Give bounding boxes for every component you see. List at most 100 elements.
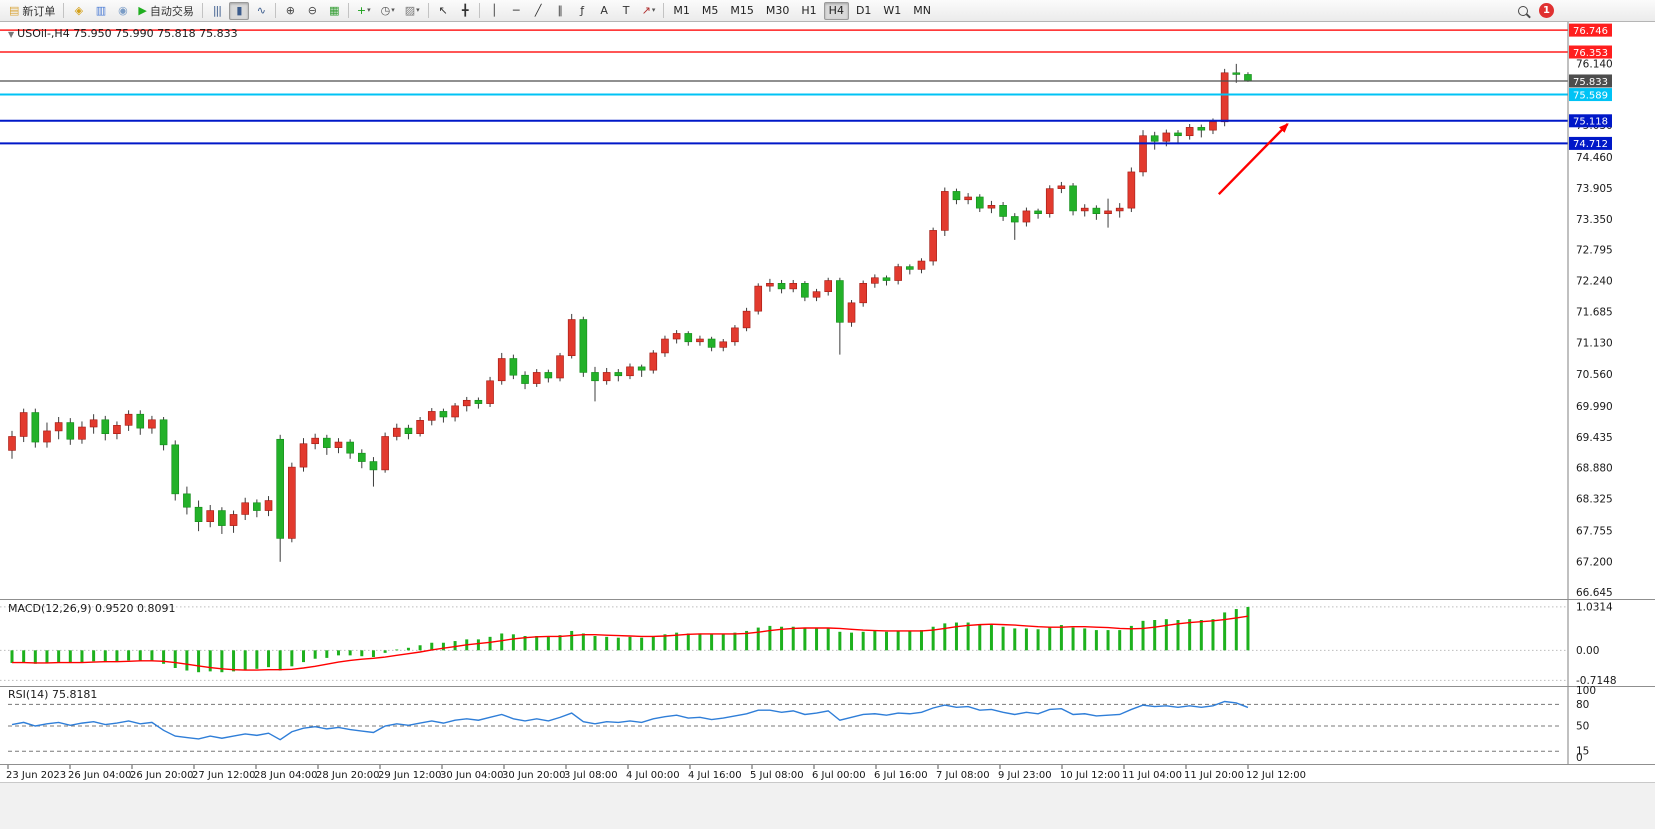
candle-body bbox=[1232, 72, 1241, 75]
zoom-in-button[interactable]: ⊕ bbox=[280, 2, 300, 20]
toolbar: ▤ 新订单 ◈ ▥ ◉ ▶ 自动交易 ||| ▮ ∿ ⊕ ⊖ ▦ + ▾ ◷ ▾ ▨ ▾ ↖ ╋ │ ─ ╱ ∥ ƒ A T ↗ ▾ M1 M… bbox=[0, 0, 1655, 22]
new-order-button[interactable]: ▤ 新订单 bbox=[5, 2, 59, 20]
text-button[interactable]: A bbox=[594, 2, 614, 20]
candle-body bbox=[1034, 210, 1042, 214]
cursor-button[interactable]: ↖ bbox=[433, 2, 453, 20]
clock-icon: ◷ bbox=[380, 4, 391, 17]
time-axis-label: 6 Jul 00:00 bbox=[812, 770, 866, 781]
price-axis-label: 74.460 bbox=[1576, 152, 1613, 164]
dropdown-caret-icon: ▾ bbox=[391, 6, 395, 14]
candle-body bbox=[19, 412, 28, 437]
time-axis-label: 28 Jun 04:00 bbox=[254, 770, 318, 781]
price-axis-label: 66.645 bbox=[1576, 587, 1613, 599]
candle-body bbox=[1139, 135, 1147, 173]
zoom-out-icon: ⊖ bbox=[307, 4, 317, 17]
arrows-button[interactable]: ↗ ▾ bbox=[638, 2, 660, 20]
candle-body bbox=[567, 319, 576, 357]
candle-body bbox=[1127, 171, 1136, 209]
timeframe-m5-button[interactable]: M5 bbox=[697, 2, 724, 20]
fibonacci-button[interactable]: ƒ bbox=[572, 2, 592, 20]
bar-chart-mode-button[interactable]: ||| bbox=[207, 2, 227, 20]
time-axis-label: 6 Jul 16:00 bbox=[874, 770, 928, 781]
autotrading-button[interactable]: ▶ 自动交易 bbox=[134, 2, 197, 20]
tile-windows-button[interactable]: ▦ bbox=[324, 2, 344, 20]
text-label-button[interactable]: T bbox=[616, 2, 636, 20]
zoom-out-button[interactable]: ⊖ bbox=[302, 2, 322, 20]
charts-button[interactable]: ◈ bbox=[68, 2, 88, 20]
macd-signal-line bbox=[12, 615, 1249, 671]
text-label-icon: T bbox=[622, 4, 630, 17]
candle-body bbox=[929, 230, 937, 262]
candle-body bbox=[859, 283, 867, 304]
search-button[interactable] bbox=[1513, 2, 1533, 20]
timeframe-d1-button[interactable]: D1 bbox=[851, 2, 876, 20]
time-axis-label: 26 Jun 20:00 bbox=[130, 770, 194, 781]
macd-scale-label: -0.7148 bbox=[1576, 675, 1617, 687]
candlestick-mode-button[interactable]: ▮ bbox=[228, 1, 249, 20]
horizontal-line-button[interactable]: ─ bbox=[506, 2, 526, 20]
candle-body bbox=[253, 502, 261, 511]
line-chart-mode-button[interactable]: ∿ bbox=[251, 2, 271, 20]
candle-body bbox=[54, 422, 63, 432]
time-axis-label: 29 Jun 12:00 bbox=[378, 770, 442, 781]
chart-expand-icon[interactable]: ▼ bbox=[8, 30, 15, 39]
vertical-line-icon: │ bbox=[490, 4, 498, 17]
macd-indicator-label: MACD(12,26,9) 0.9520 0.8091 bbox=[8, 602, 176, 615]
timeframe-w1-button[interactable]: W1 bbox=[878, 2, 906, 20]
candle-body bbox=[427, 411, 436, 421]
rsi-scale-label: 15 bbox=[1576, 746, 1589, 758]
candle-body bbox=[148, 419, 156, 429]
crosshair-button[interactable]: ╋ bbox=[455, 2, 475, 20]
toolbar-sep bbox=[63, 3, 65, 18]
channel-button[interactable]: ∥ bbox=[550, 2, 570, 20]
timeframe-m5-button-label: M5 bbox=[701, 4, 719, 17]
candle-body bbox=[1174, 132, 1182, 137]
candle-body bbox=[626, 366, 634, 377]
trendline-button[interactable]: ╱ bbox=[528, 2, 548, 20]
candle-body bbox=[661, 338, 669, 354]
candle-body bbox=[696, 338, 704, 343]
candle-body bbox=[1220, 72, 1229, 123]
timeframe-d1-button-label: D1 bbox=[855, 4, 872, 17]
candle-body bbox=[1115, 207, 1124, 212]
periods-button[interactable]: ◷ ▾ bbox=[377, 2, 399, 20]
candle-body bbox=[136, 413, 145, 429]
candle-body bbox=[497, 358, 506, 382]
tile-windows-icon: ▦ bbox=[329, 4, 339, 17]
candle-body bbox=[649, 352, 658, 371]
bottom-strip bbox=[0, 782, 1655, 829]
candle-body bbox=[43, 430, 51, 443]
annotation-arrow[interactable] bbox=[1217, 122, 1289, 196]
timeframe-m30-button[interactable]: M30 bbox=[761, 2, 795, 20]
timeframe-mn-button[interactable]: MN bbox=[908, 2, 936, 20]
timeframe-m15-button[interactable]: M15 bbox=[725, 2, 759, 20]
notification-badge[interactable]: 1 bbox=[1535, 2, 1558, 20]
candle-body bbox=[847, 302, 856, 323]
candle-body bbox=[1244, 74, 1252, 82]
chart-area[interactable]: 76.14075.58575.03074.46073.90573.35072.7… bbox=[0, 0, 1655, 782]
candle-body bbox=[1057, 185, 1066, 189]
rsi-scale-label: 80 bbox=[1576, 699, 1589, 711]
templates-button[interactable]: ▨ ▾ bbox=[401, 2, 424, 20]
vertical-line-button[interactable]: │ bbox=[484, 2, 504, 20]
price-tag-label: 76.353 bbox=[1573, 48, 1608, 59]
crosshair-icon: ╋ bbox=[461, 4, 469, 17]
candle-body bbox=[521, 374, 529, 384]
candle-body bbox=[416, 420, 424, 434]
candle-body bbox=[299, 443, 308, 468]
price-axis-label: 71.685 bbox=[1576, 307, 1613, 319]
macd-scale-label: 0.00 bbox=[1576, 645, 1599, 657]
zoom-in-icon: ⊕ bbox=[285, 4, 295, 17]
indicators-button[interactable]: + ▾ bbox=[353, 2, 375, 20]
timeframe-h1-button[interactable]: H1 bbox=[796, 2, 821, 20]
profiles-button[interactable]: ▥ bbox=[90, 2, 110, 20]
price-axis-label: 68.325 bbox=[1576, 494, 1613, 506]
candle-body bbox=[357, 452, 366, 462]
candle-body bbox=[264, 500, 273, 511]
timeframe-h4-button[interactable]: H4 bbox=[823, 1, 849, 20]
candle-body bbox=[602, 372, 611, 382]
community-button[interactable]: ◉ bbox=[112, 2, 132, 20]
rsi-line bbox=[11, 700, 1249, 741]
timeframe-m1-button[interactable]: M1 bbox=[668, 2, 695, 20]
